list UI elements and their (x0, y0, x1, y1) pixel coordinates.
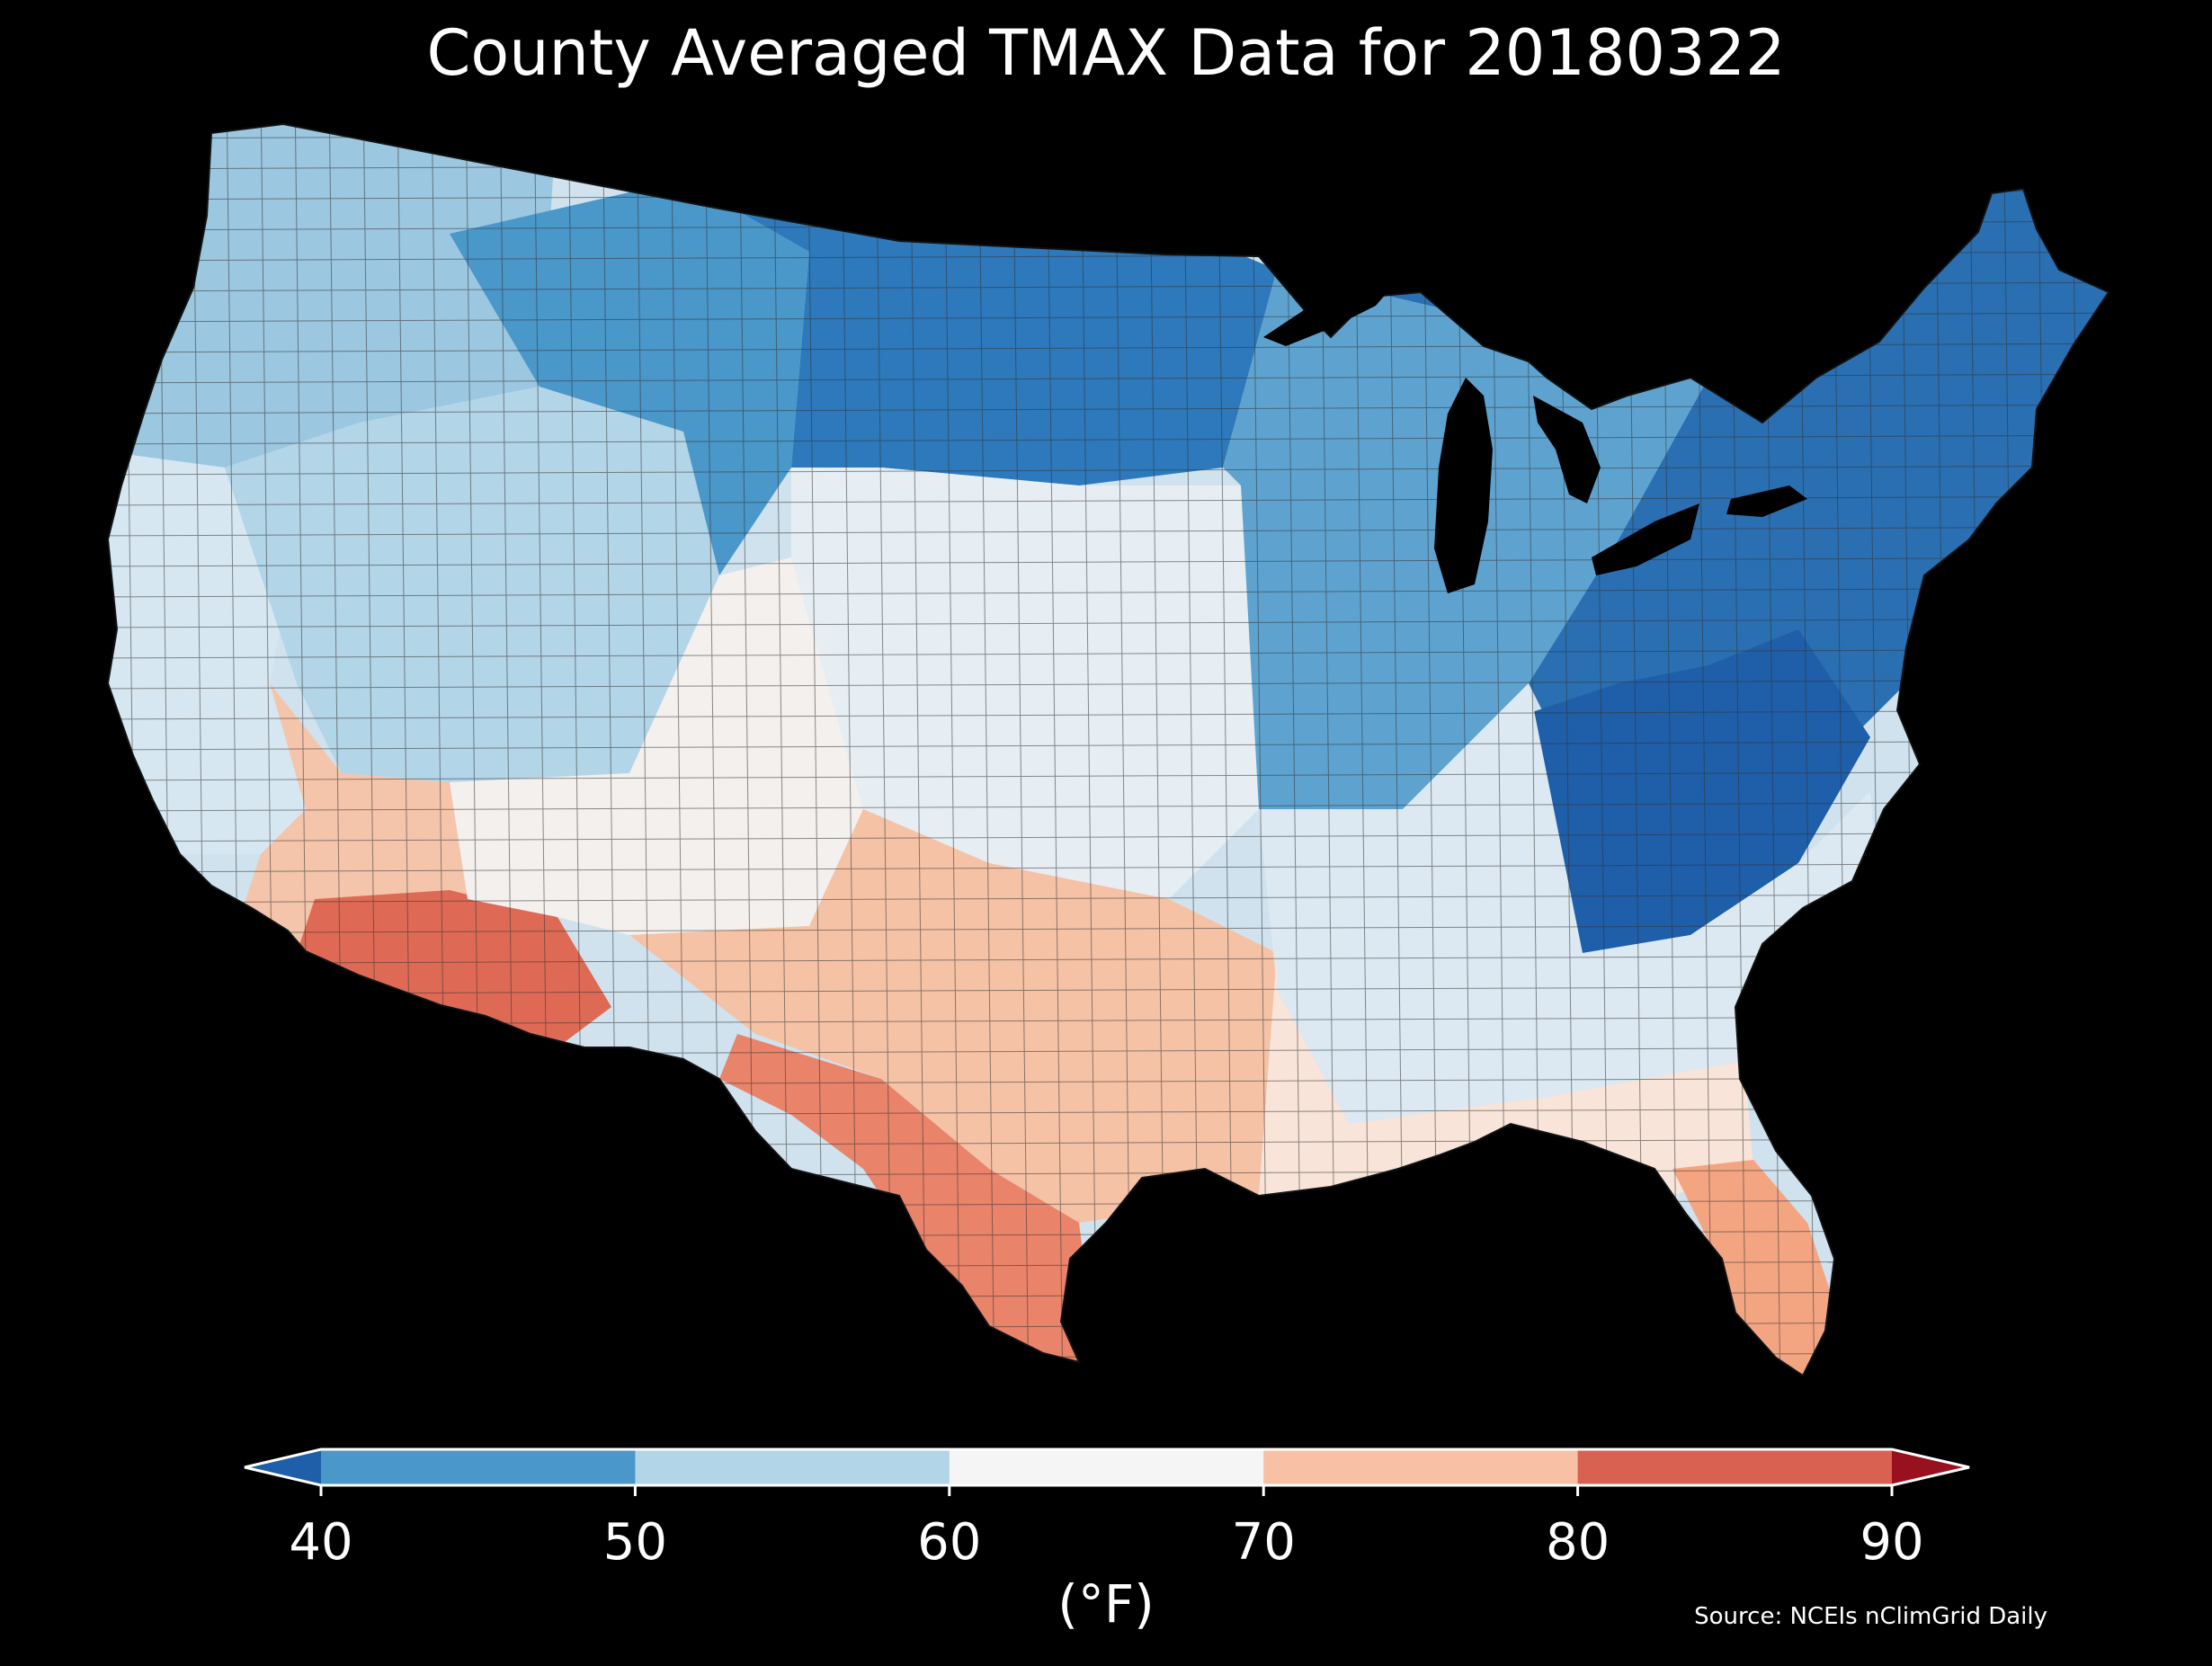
colorbar-bin-60-70 (949, 1449, 1264, 1485)
colorbar-tick-label: 60 (917, 1513, 981, 1572)
region-central-plains (791, 468, 1259, 899)
lake-michigan (1434, 378, 1493, 593)
colorbar-over-arrow (1892, 1449, 1969, 1485)
colorbar-bin-50-60 (635, 1449, 950, 1485)
colorbar-tick-label: 80 (1546, 1513, 1610, 1572)
colorbar-bin-70-80 (1263, 1449, 1579, 1485)
colorbar-unit-label: (°F) (1057, 1573, 1155, 1635)
lake-huron (1533, 396, 1601, 503)
map-title: County Averaged TMAX Data for 20180322 (426, 16, 1786, 90)
region-great-lakes-northeast (1277, 162, 2109, 863)
colorbar-bin-80-90 (1577, 1449, 1893, 1485)
lake-superior (1263, 274, 1403, 346)
colorbar-under-arrow (245, 1449, 321, 1485)
region-southern-plains (629, 809, 1277, 1223)
colorbar-tick-label: 40 (289, 1513, 352, 1572)
region-south-texas (719, 1034, 1097, 1367)
region-southern-rockies (450, 557, 863, 935)
region-arizona-desert (297, 890, 611, 1061)
colorbar-tick-label: 70 (1232, 1513, 1296, 1572)
region-gulf-coast (1259, 953, 1753, 1196)
colorbar-bin-40-50 (321, 1449, 636, 1485)
lake-erie (1592, 503, 1699, 575)
region-ohio-valley (1511, 629, 1870, 953)
region-california-coast (108, 450, 306, 854)
region-florida (1672, 1160, 1843, 1376)
region-southern-california (234, 683, 468, 953)
colorbar-tick-label: 90 (1860, 1513, 1923, 1572)
source-credit: Source: NCEIs nClimGrid Daily (1694, 1603, 2047, 1630)
lake-ontario (1726, 486, 1807, 517)
colorbar-tick-label: 50 (603, 1513, 667, 1572)
region-northern-rockies (450, 180, 809, 575)
